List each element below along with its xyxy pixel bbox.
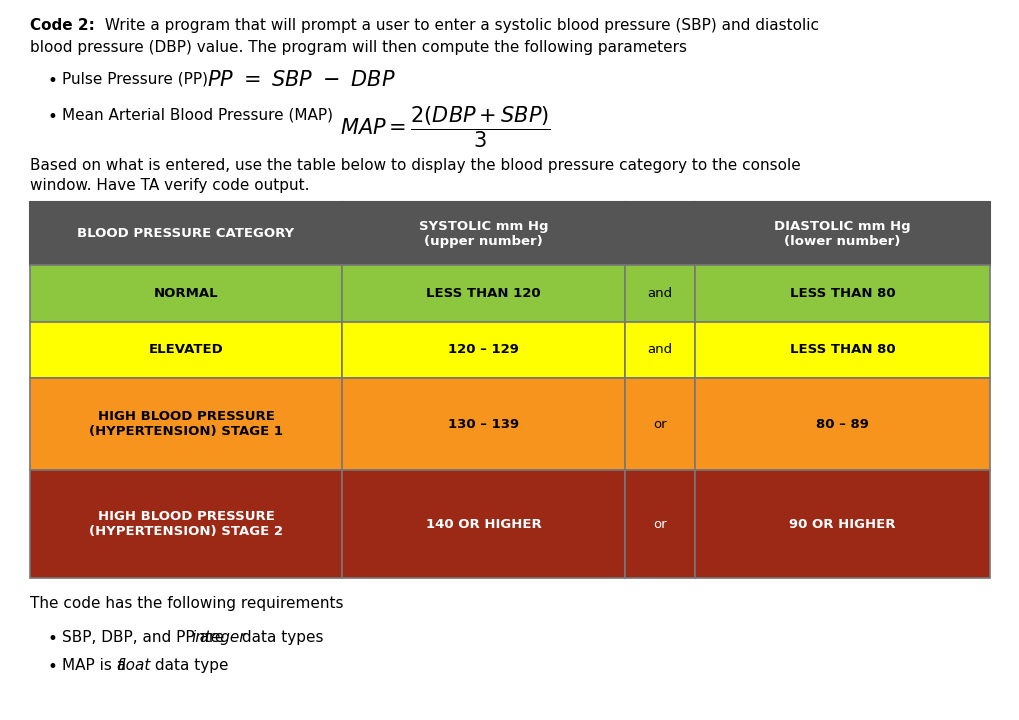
Text: •: • — [48, 108, 58, 126]
Text: 120 – 129: 120 – 129 — [447, 343, 519, 356]
Bar — [695, 202, 989, 265]
Text: or: or — [653, 518, 666, 531]
Text: 130 – 139: 130 – 139 — [447, 418, 519, 431]
Text: The code has the following requirements: The code has the following requirements — [30, 596, 343, 611]
Text: SYSTOLIC mm Hg
(upper number): SYSTOLIC mm Hg (upper number) — [419, 220, 548, 248]
Text: •: • — [48, 72, 58, 90]
Bar — [695, 265, 989, 322]
Bar — [30, 202, 341, 265]
Text: Mean Arterial Blood Pressure (MAP): Mean Arterial Blood Pressure (MAP) — [62, 108, 337, 123]
Text: Based on what is entered, use the table below to display the blood pressure cate: Based on what is entered, use the table … — [30, 158, 800, 173]
Text: 140 OR HIGHER: 140 OR HIGHER — [425, 518, 541, 531]
Bar — [30, 470, 341, 578]
Bar — [625, 322, 695, 378]
Text: •: • — [48, 630, 58, 648]
Text: HIGH BLOOD PRESSURE
(HYPERTENSION) STAGE 2: HIGH BLOOD PRESSURE (HYPERTENSION) STAGE… — [89, 510, 282, 538]
Text: $\mathit{PP\ =\ SBP\ -\ DBP}$: $\mathit{PP\ =\ SBP\ -\ DBP}$ — [207, 70, 395, 90]
Bar — [341, 322, 625, 378]
Text: float: float — [117, 658, 152, 673]
Bar — [341, 378, 625, 470]
Text: DIASTOLIC mm Hg
(lower number): DIASTOLIC mm Hg (lower number) — [773, 220, 910, 248]
Bar — [695, 470, 989, 578]
Text: Write a program that will prompt a user to enter a systolic blood pressure (SBP): Write a program that will prompt a user … — [100, 18, 818, 33]
Text: MAP is a: MAP is a — [62, 658, 130, 673]
Text: BLOOD PRESSURE CATEGORY: BLOOD PRESSURE CATEGORY — [77, 227, 294, 240]
Text: 80 – 89: 80 – 89 — [815, 418, 868, 431]
Bar — [30, 322, 341, 378]
Text: and: and — [647, 343, 673, 356]
Text: data types: data types — [236, 630, 323, 645]
Bar — [625, 470, 695, 578]
Bar — [341, 265, 625, 322]
Text: •: • — [48, 658, 58, 676]
Text: LESS THAN 80: LESS THAN 80 — [789, 343, 895, 356]
Text: 90 OR HIGHER: 90 OR HIGHER — [789, 518, 895, 531]
Bar — [30, 265, 341, 322]
Bar — [625, 202, 695, 265]
Bar — [341, 202, 625, 265]
Text: HIGH BLOOD PRESSURE
(HYPERTENSION) STAGE 1: HIGH BLOOD PRESSURE (HYPERTENSION) STAGE… — [89, 410, 282, 438]
Text: LESS THAN 120: LESS THAN 120 — [426, 287, 540, 300]
Bar — [625, 265, 695, 322]
Text: blood pressure (DBP) value. The program will then compute the following paramete: blood pressure (DBP) value. The program … — [30, 40, 687, 55]
Text: Pulse Pressure (PP): Pulse Pressure (PP) — [62, 72, 213, 87]
Text: Code 2:: Code 2: — [30, 18, 95, 33]
Text: SBP, DBP, and PP are: SBP, DBP, and PP are — [62, 630, 229, 645]
Text: ELEVATED: ELEVATED — [149, 343, 223, 356]
Text: NORMAL: NORMAL — [154, 287, 218, 300]
Bar — [341, 470, 625, 578]
Text: and: and — [647, 287, 673, 300]
Text: data type: data type — [150, 658, 228, 673]
Text: LESS THAN 80: LESS THAN 80 — [789, 287, 895, 300]
Text: or: or — [653, 418, 666, 431]
Bar — [695, 378, 989, 470]
Bar — [30, 378, 341, 470]
Bar — [695, 322, 989, 378]
Bar — [625, 378, 695, 470]
Text: window. Have TA verify code output.: window. Have TA verify code output. — [30, 178, 309, 193]
Text: $\mathit{MAP} = \dfrac{2(\mathit{DBP}+\mathit{SBP})}{3}$: $\mathit{MAP} = \dfrac{2(\mathit{DBP}+\m… — [339, 104, 550, 150]
Text: integer: integer — [191, 630, 246, 645]
